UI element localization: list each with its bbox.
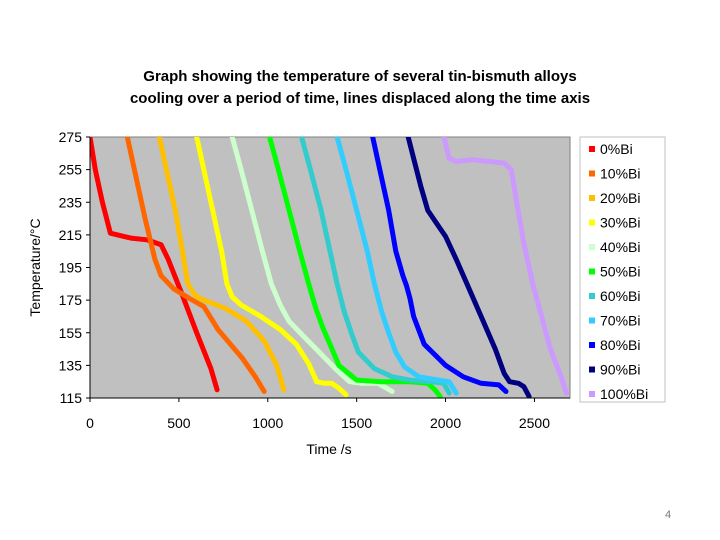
series-line-20pct-bi	[156, 137, 287, 393]
legend-label: 60%Bi	[600, 288, 640, 304]
legend-label: 70%Bi	[600, 313, 640, 329]
series-group	[90, 137, 569, 398]
legend-label: 50%Bi	[600, 264, 640, 280]
chart-title-line-1: Graph showing the temperature of several…	[143, 68, 577, 85]
legend-label: 40%Bi	[600, 239, 640, 255]
legend-swatch	[589, 170, 595, 177]
chart-title-line-2: cooling over a period of time, lines dis…	[129, 90, 591, 107]
x-tick-label: 1500	[341, 415, 372, 431]
legend-swatch	[589, 342, 595, 348]
series-line-90pct-bi	[405, 137, 532, 398]
legend-label: 0%Bi	[600, 141, 633, 157]
series-line-30pct-bi	[194, 137, 349, 398]
series-line-70pct-bi	[334, 137, 459, 396]
x-axis-label: Time /s	[306, 441, 351, 457]
y-tick-label: 175	[59, 292, 83, 308]
y-tick-label: 255	[59, 162, 83, 178]
legend-swatch	[589, 366, 595, 373]
y-tick-label: 235	[59, 194, 83, 210]
legend-label: 10%Bi	[600, 166, 640, 182]
legend-swatch	[589, 391, 595, 397]
x-tick-label: 500	[167, 415, 191, 431]
series-line-60pct-bi	[299, 137, 452, 396]
series-line-100pct-bi	[441, 137, 569, 396]
legend-label: 80%Bi	[600, 337, 640, 353]
legend-swatch	[589, 244, 595, 250]
y-tick-label: 155	[59, 325, 83, 341]
series-line-0pct-bi	[90, 137, 220, 393]
legend-swatch	[589, 317, 595, 324]
y-tick-label: 215	[59, 227, 83, 243]
legend-label: 90%Bi	[600, 362, 640, 378]
x-tick-label: 2500	[519, 415, 550, 431]
legend-swatch	[589, 195, 595, 201]
y-tick-label: 115	[60, 390, 83, 406]
legend-swatch	[589, 268, 595, 275]
series-line-10pct-bi	[124, 137, 267, 394]
legend-label: 100%Bi	[600, 386, 648, 402]
series-line-80pct-bi	[370, 137, 509, 394]
slide-number: 4	[665, 509, 672, 521]
y-tick-label: 195	[59, 260, 83, 276]
legend-swatch	[589, 219, 595, 226]
legend-label: 20%Bi	[600, 190, 640, 206]
y-tick-label: 275	[59, 129, 83, 145]
legend-swatch	[589, 146, 595, 152]
chart-title: Graph showing the temperature of several…	[60, 66, 660, 110]
x-tick-label: 0	[86, 415, 94, 431]
legend-swatch	[589, 293, 595, 299]
x-tick-label: 1000	[252, 415, 283, 431]
y-tick-label: 135	[59, 357, 83, 373]
x-tick-label: 2000	[430, 415, 461, 431]
y-axis-label: Temperature/°C	[27, 218, 43, 316]
legend-label: 30%Bi	[600, 215, 640, 231]
series-line-40pct-bi	[229, 137, 395, 394]
